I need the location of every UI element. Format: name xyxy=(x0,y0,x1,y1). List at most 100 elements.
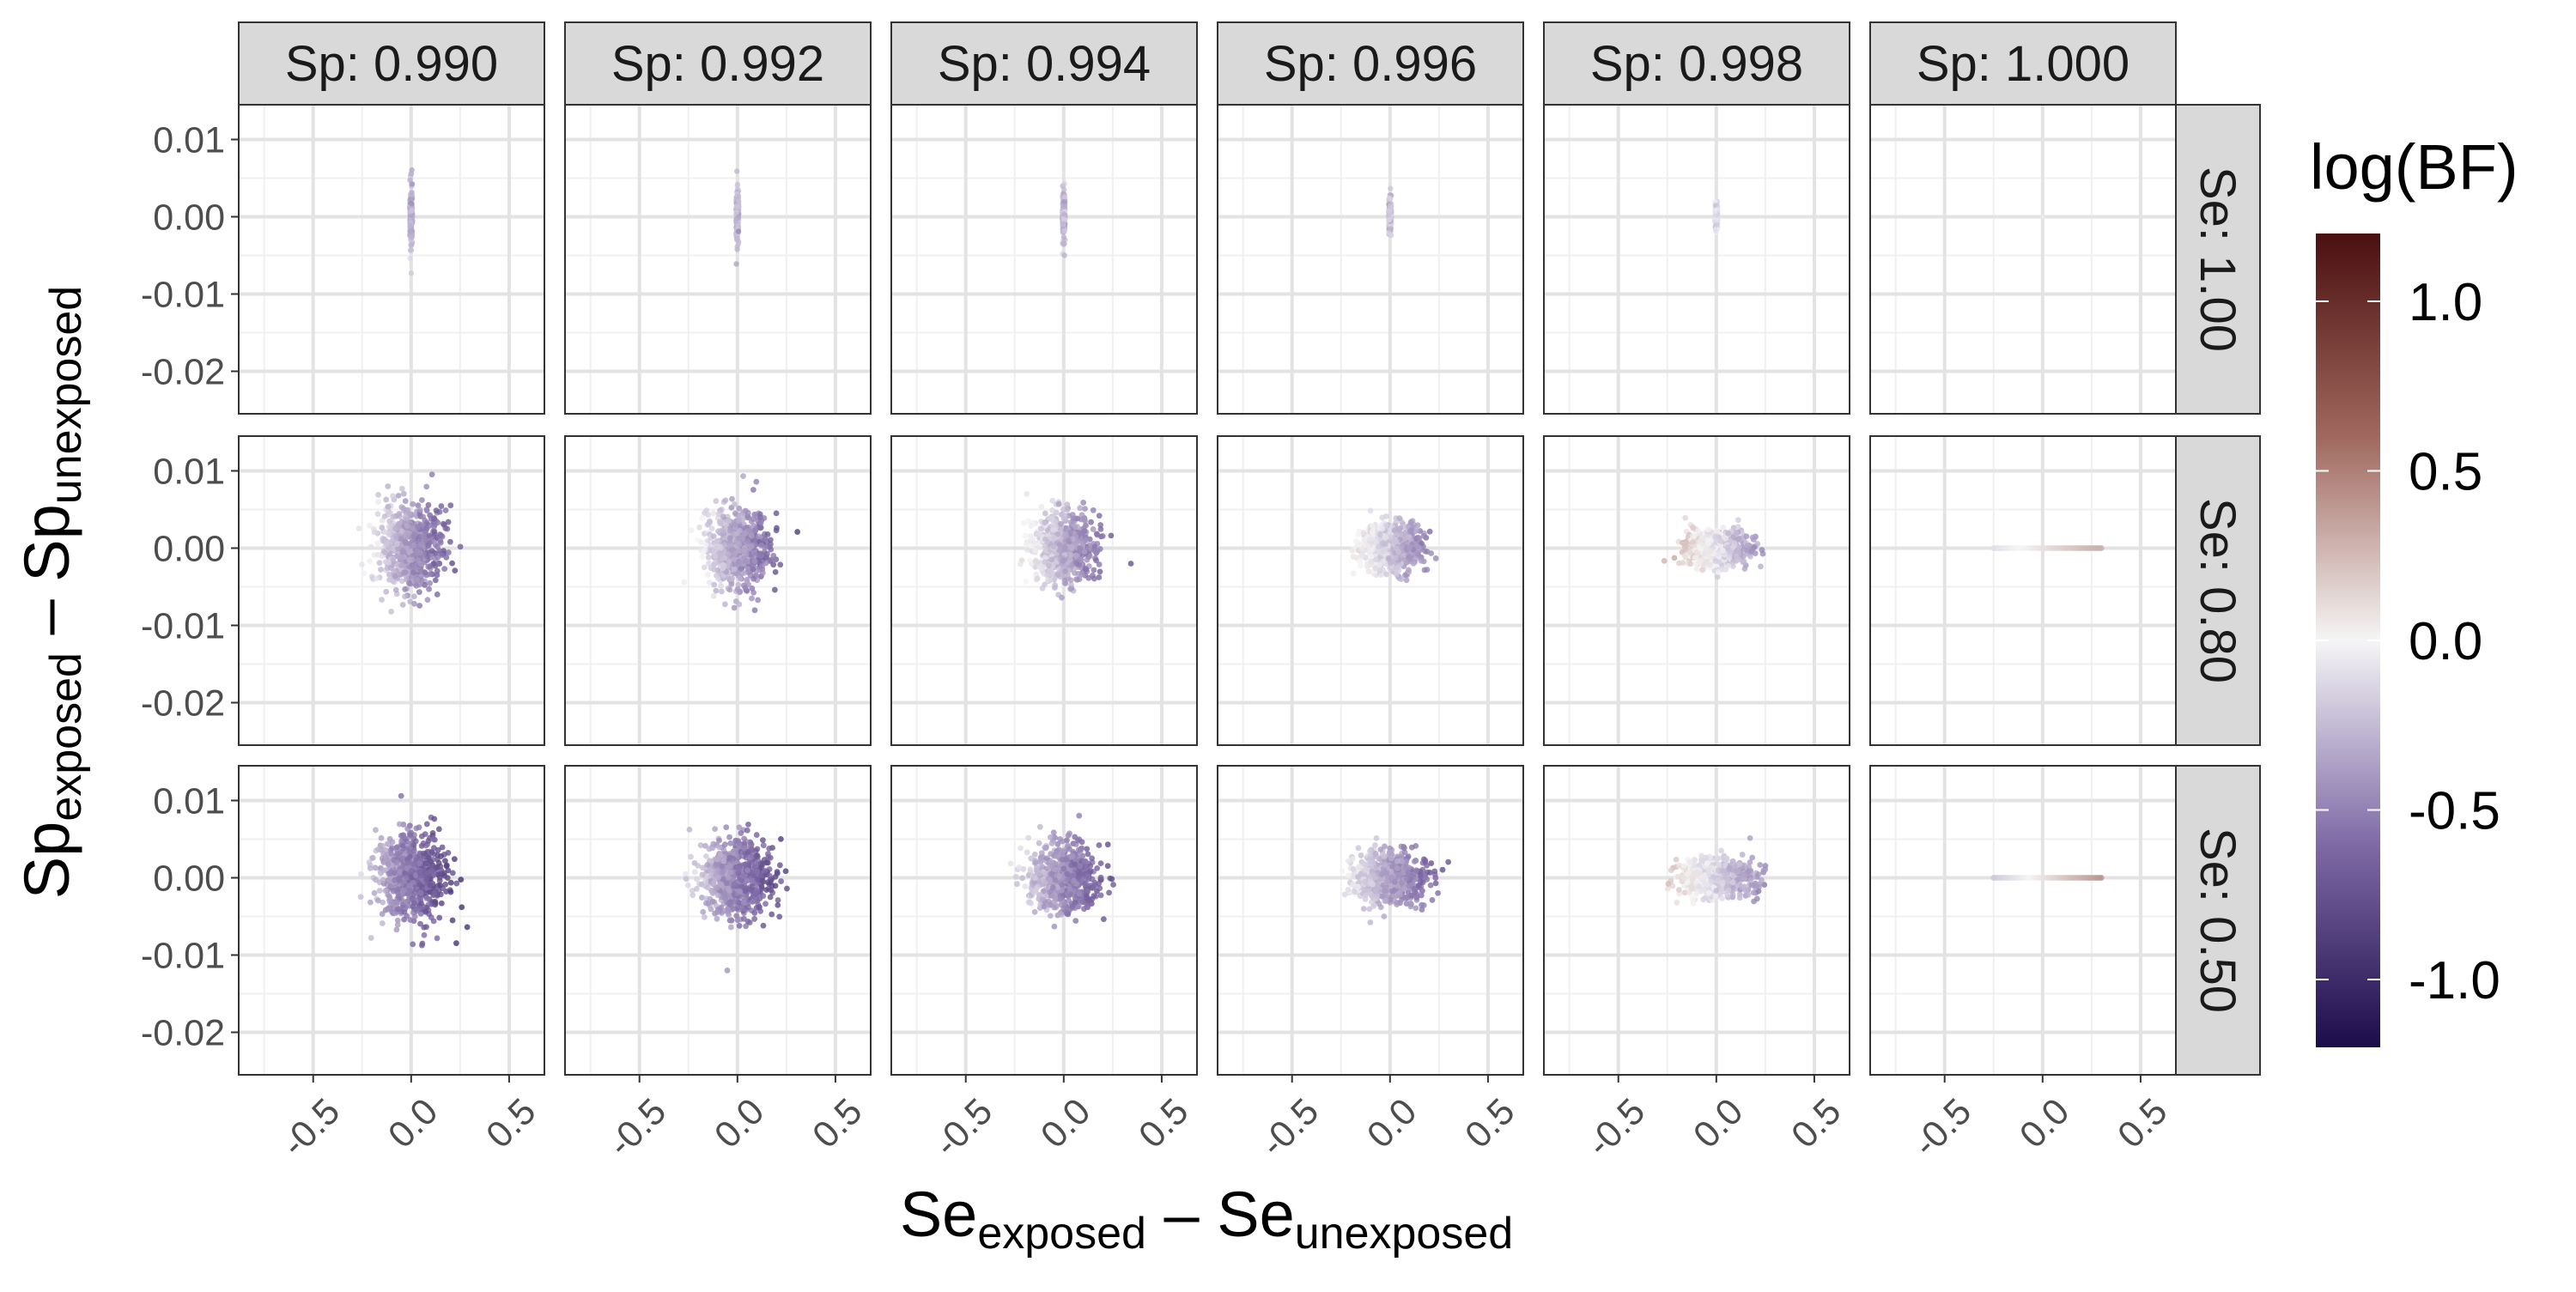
scatter-point xyxy=(1735,524,1741,530)
scatter-point xyxy=(1383,513,1389,519)
scatter-point xyxy=(416,869,422,875)
scatter-point xyxy=(375,540,381,546)
scatter-point xyxy=(749,596,755,602)
scatter-point xyxy=(1722,567,1728,573)
scatter-point xyxy=(434,519,440,525)
scatter-point xyxy=(452,856,458,862)
scatter-point xyxy=(1745,543,1751,549)
scatter-point xyxy=(383,497,389,503)
scatter-point xyxy=(392,877,398,883)
scatter-point xyxy=(411,593,417,599)
scatter-point xyxy=(1097,522,1103,528)
scatter-point xyxy=(1433,555,1439,561)
scatter-point xyxy=(375,898,381,904)
scatter-point xyxy=(367,558,373,564)
scatter-point xyxy=(465,925,471,931)
scatter-point xyxy=(1406,554,1412,560)
scatter-point xyxy=(375,492,381,498)
scatter-point xyxy=(403,899,409,905)
scatter-point xyxy=(1740,559,1746,565)
scatter-point xyxy=(1383,572,1389,578)
scatter-point xyxy=(431,816,437,822)
scatter-point xyxy=(368,865,374,871)
scatter-point xyxy=(1714,528,1720,534)
scatter-point xyxy=(725,551,731,557)
scatter-point xyxy=(701,549,707,555)
scatter-point xyxy=(380,920,386,926)
scatter-point xyxy=(729,496,735,502)
scatter-point xyxy=(386,577,392,583)
scatter-point xyxy=(741,570,747,576)
scatter-point xyxy=(356,525,362,531)
scatter-point xyxy=(1741,554,1747,560)
scatter-point xyxy=(1687,561,1693,567)
scatter-point xyxy=(702,564,708,570)
scatter-point xyxy=(400,506,406,512)
scatter-point xyxy=(773,569,779,575)
scatter-point xyxy=(689,527,695,533)
scatter-point xyxy=(1035,575,1041,581)
scatter-point xyxy=(1406,567,1412,573)
scatter-point xyxy=(436,915,442,921)
scatter-point xyxy=(1091,526,1097,532)
scatter-point xyxy=(734,235,739,240)
scatter-point xyxy=(402,593,408,599)
scatter-point xyxy=(386,862,392,868)
scatter-point xyxy=(1062,204,1067,209)
scatter-point xyxy=(768,537,774,543)
scatter-point xyxy=(734,168,739,173)
scatter-point xyxy=(420,514,426,520)
scatter-point xyxy=(382,513,388,519)
scatter-point xyxy=(410,533,416,539)
scatter-point xyxy=(717,519,723,525)
scatter-point xyxy=(732,501,738,507)
scatter-point xyxy=(1042,511,1048,517)
scatter-point xyxy=(1719,548,1725,554)
scatter-point xyxy=(407,888,413,894)
scatter-point xyxy=(769,557,775,563)
scatter-point xyxy=(395,886,401,892)
scatter-point xyxy=(393,536,399,542)
scatter-point xyxy=(1088,519,1094,525)
scatter-point xyxy=(745,510,751,516)
scatter-point xyxy=(458,876,464,883)
scatter-point xyxy=(753,479,759,485)
scatter-point xyxy=(436,860,442,866)
scatter-point xyxy=(711,567,717,573)
scatter-point xyxy=(1083,537,1089,543)
scatter-point xyxy=(421,851,427,857)
scatter-point xyxy=(750,567,756,573)
scatter-point xyxy=(1355,531,1361,537)
scatter-point xyxy=(447,502,453,508)
scatter-point xyxy=(373,827,379,833)
scatter-point xyxy=(426,854,432,860)
scatter-point xyxy=(372,890,378,896)
scatter-point xyxy=(1072,525,1078,531)
scatter-point xyxy=(1042,581,1048,587)
scatter-point xyxy=(1686,549,1692,555)
scatter-point xyxy=(1042,537,1048,543)
scatter-point xyxy=(377,888,383,894)
scatter-point xyxy=(440,521,447,527)
scatter-point xyxy=(714,538,720,544)
scatter-point xyxy=(1695,528,1701,534)
scatter-point xyxy=(387,895,393,901)
scatter-point xyxy=(422,831,428,837)
scatter-point xyxy=(1370,523,1376,529)
scatter-point xyxy=(1062,194,1067,199)
scatter-point xyxy=(1064,501,1070,507)
scatter-point xyxy=(1376,543,1382,549)
scatter-point xyxy=(421,925,427,931)
scatter-point xyxy=(384,542,390,548)
scatter-point xyxy=(1698,546,1704,552)
scatter-point xyxy=(409,247,414,252)
scatter-point xyxy=(715,575,721,581)
scatter-point xyxy=(696,525,702,531)
scatter-point xyxy=(415,525,421,531)
scatter-point xyxy=(438,853,444,859)
scatter-point xyxy=(437,531,443,537)
scatter-point xyxy=(411,848,417,854)
scatter-point xyxy=(386,876,392,883)
scatter-point xyxy=(423,876,429,883)
